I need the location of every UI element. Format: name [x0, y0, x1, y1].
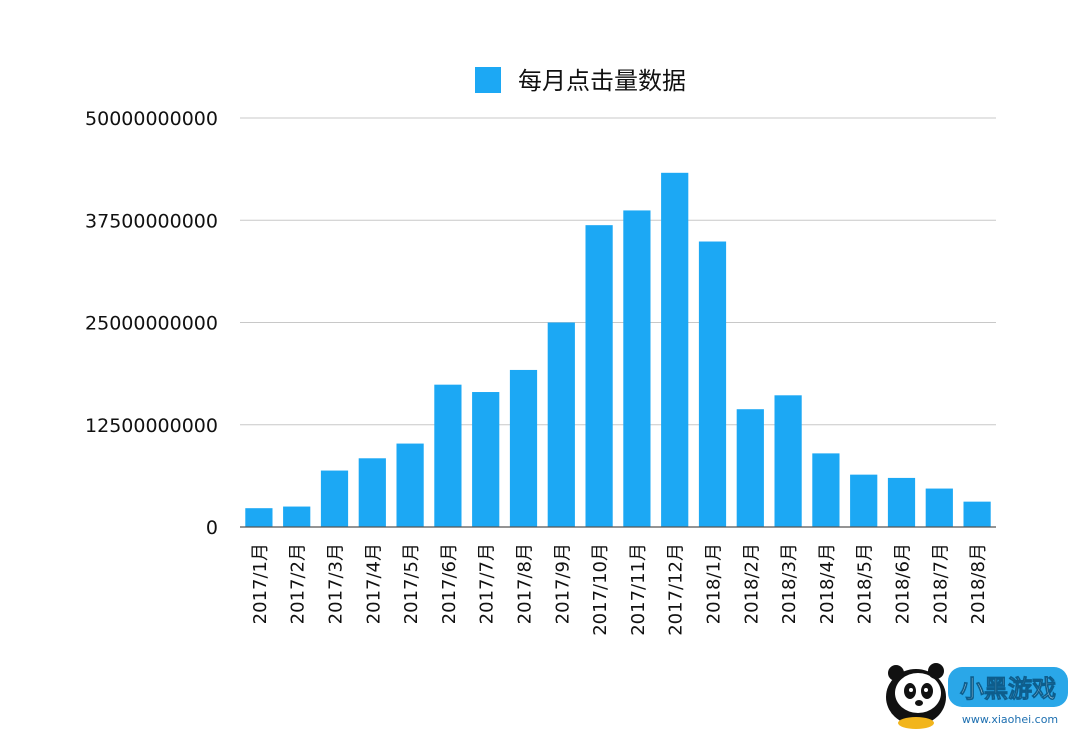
x-tick-label: 2017/9月	[552, 543, 573, 624]
x-tick-label: 2018/1月	[704, 543, 725, 624]
x-tick-label: 2017/11月	[628, 543, 649, 636]
bar	[434, 384, 462, 527]
bar	[812, 453, 840, 527]
bar	[963, 501, 991, 527]
x-tick-label: 2017/1月	[250, 543, 271, 624]
grid-lines	[240, 117, 996, 426]
x-tick-label: 2017/12月	[666, 543, 687, 636]
x-axis-tick-labels: 2017/1月 2017/2月 2017/3月 2017/4月 2017/5月 2017/…	[250, 543, 989, 636]
x-tick-label: 2018/6月	[893, 543, 914, 624]
y-axis-tick-labels: 0 12500000000 25000000000 37500000000 500000…	[85, 108, 218, 539]
x-tick-label: 2017/2月	[288, 543, 309, 624]
y-tick-label: 50000000000	[85, 108, 218, 130]
bar	[396, 443, 424, 527]
x-tick-label: 2018/5月	[855, 543, 876, 624]
bar	[925, 488, 953, 527]
bar	[547, 322, 575, 527]
bar	[283, 506, 311, 527]
y-tick-label: 25000000000	[85, 313, 218, 335]
bar	[774, 395, 802, 527]
x-tick-label: 2017/4月	[363, 543, 384, 624]
x-tick-label: 2018/7月	[930, 543, 951, 624]
x-tick-label: 2017/10月	[590, 543, 611, 636]
y-tick-label: 0	[206, 517, 218, 539]
panda-mascot-icon	[886, 663, 946, 729]
x-tick-label: 2017/5月	[401, 543, 422, 624]
x-tick-label: 2018/2月	[741, 543, 762, 624]
bar	[585, 225, 613, 527]
bar	[698, 241, 727, 527]
y-tick-label: 12500000000	[85, 415, 218, 437]
svg-text:小黑游戏: 小黑游戏	[960, 675, 1056, 703]
logo-url: www.xiaohei.com	[962, 713, 1058, 726]
legend-swatch	[475, 67, 501, 93]
bar	[358, 458, 386, 527]
x-tick-label: 2018/3月	[779, 543, 800, 624]
y-tick-label: 37500000000	[85, 210, 218, 232]
x-tick-label: 2017/8月	[515, 543, 536, 624]
bar	[509, 369, 538, 527]
bar	[472, 392, 500, 527]
x-tick-label: 2017/6月	[439, 543, 460, 624]
xiaohei-logo: 小黑游戏 www.xiaohei.com	[886, 663, 1068, 729]
x-tick-label: 2018/4月	[817, 543, 838, 624]
logo-wordmark: 小黑游戏	[948, 667, 1068, 707]
legend-label: 每月点击量数据	[518, 67, 686, 95]
bar	[661, 172, 689, 527]
bar	[850, 474, 878, 527]
bar	[736, 409, 764, 527]
bar	[320, 470, 349, 527]
legend: 每月点击量数据	[475, 67, 686, 95]
bar	[623, 210, 651, 527]
bar	[245, 508, 273, 527]
x-tick-label: 2018/8月	[968, 543, 989, 624]
bar	[887, 477, 916, 527]
x-tick-label: 2017/3月	[326, 543, 347, 624]
bars	[245, 172, 991, 527]
x-tick-label: 2017/7月	[477, 543, 498, 624]
